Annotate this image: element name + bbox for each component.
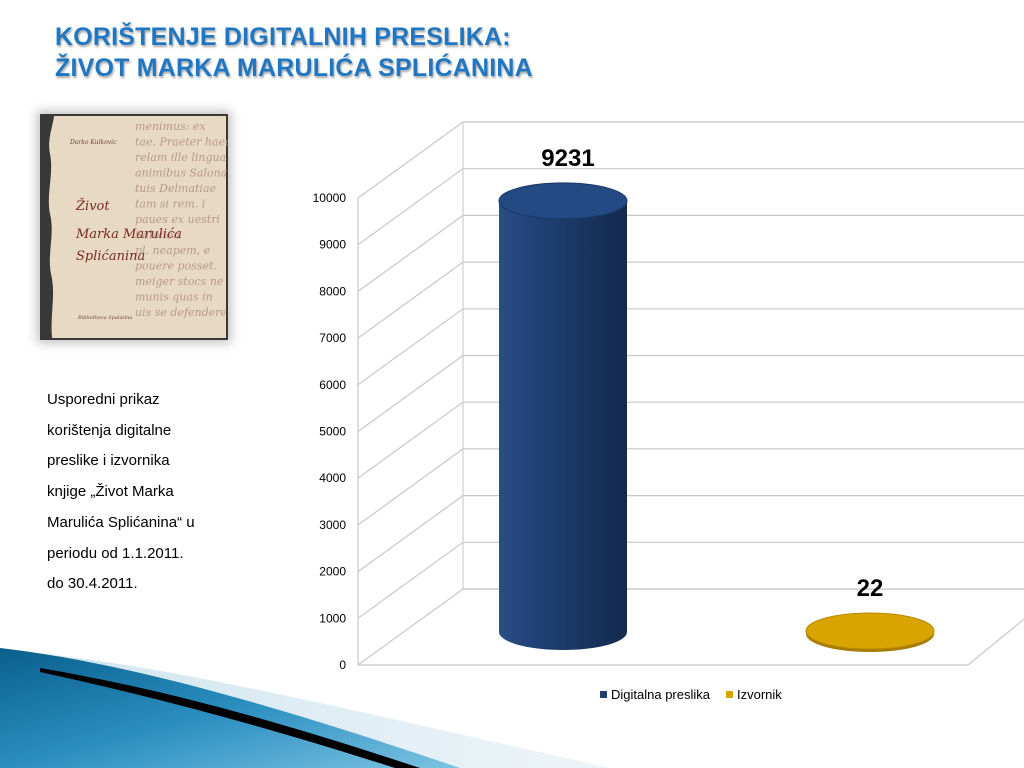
y-tick-label: 10000 xyxy=(313,191,347,205)
book-background-script: paues ex uestri xyxy=(135,213,220,226)
gridline-side xyxy=(357,401,464,479)
caption-line: periodu od 1.1.2011. xyxy=(47,544,184,562)
y-tick-label: 7000 xyxy=(319,331,346,345)
caption-line: Usporedni prikaz xyxy=(47,391,160,408)
y-tick-label: 4000 xyxy=(319,471,346,485)
slide-title: KORIŠTENJE DIGITALNIH PRESLIKA: ŽIVOT MA… xyxy=(55,22,533,84)
book-publisher: Bibliotheca Spalatina xyxy=(77,315,132,321)
book-title-line-1: Život xyxy=(75,198,110,214)
bar-izvornik-top xyxy=(805,612,935,650)
book-background-script: munis quas in xyxy=(135,291,213,304)
caption-text: Usporedni prikaz korištenja digitalne pr… xyxy=(47,385,232,600)
book-background-script: uis se defendere xyxy=(135,306,227,319)
gridline-side xyxy=(357,121,464,199)
caption-line: knjige „Život Marka xyxy=(47,483,174,501)
book-cover-image: menimus: ex tae. Praeter haec relam ille l… xyxy=(40,114,231,340)
gridline-side xyxy=(357,168,464,246)
gridline-side xyxy=(357,495,464,573)
bar-digitalna-preslika xyxy=(499,200,627,650)
book-background-script: animibus Salona xyxy=(135,167,227,180)
bar-digitalna-preslika-top xyxy=(498,182,628,220)
gridline-side xyxy=(357,448,464,526)
gridline-side xyxy=(357,261,464,339)
y-tick-label: 9000 xyxy=(319,238,346,252)
data-label: 22 xyxy=(857,575,884,602)
caption-line: preslike i izvornika xyxy=(47,452,170,470)
legend-item-original: Izvornik xyxy=(726,687,782,702)
book-background-script: tam si rem. i xyxy=(135,198,205,211)
gridline-side xyxy=(357,588,464,666)
caption-line: do 30.4.2011. xyxy=(47,575,138,593)
slide-title-line-1: KORIŠTENJE DIGITALNIH PRESLIKA: xyxy=(55,23,511,51)
y-tick-label: 0 xyxy=(339,658,346,672)
book-background-script: pl. neapem, e xyxy=(135,244,211,257)
book-background-script: Salonen xyxy=(135,229,180,242)
chart-floor-right xyxy=(967,618,1024,666)
legend-label-digital: Digitalna preslika xyxy=(611,687,710,702)
book-background-script: menimus: ex xyxy=(135,120,206,133)
caption-line: korištenja digitalne xyxy=(47,421,172,439)
book-author: Darko Kulkovic xyxy=(69,139,117,146)
y-tick-label: 2000 xyxy=(319,565,346,579)
gridline-side xyxy=(357,541,464,619)
book-background-script: pouere posset. xyxy=(135,260,217,273)
y-tick-label: 5000 xyxy=(319,425,346,439)
book-background-script: meiger stocs ne xyxy=(135,275,224,288)
data-label: 9231 xyxy=(541,145,594,172)
gridline-side xyxy=(357,355,464,432)
legend-label-original: Izvornik xyxy=(737,687,782,702)
y-tick-label: 1000 xyxy=(319,611,346,625)
book-background-script: tuis Delmatiae xyxy=(135,182,216,195)
gridline-side xyxy=(357,308,464,386)
caption-line: Marulića Splićanina“ u xyxy=(47,513,195,531)
y-tick-label: 8000 xyxy=(319,284,346,298)
book-title-line-2: Marka Marulića xyxy=(75,227,182,242)
book-title-line-3: Splićanina xyxy=(76,249,145,264)
book-cover-illustration: menimus: ex tae. Praeter haec relam ille l… xyxy=(40,114,231,340)
slide-title-line-2: ŽIVOT MARKA MARULIĆA SPLIĆANINA xyxy=(55,54,533,82)
y-tick-label: 6000 xyxy=(319,378,346,392)
legend-swatch-original xyxy=(726,691,733,698)
legend-item-digital: Digitalna preslika xyxy=(600,687,710,702)
legend-swatch-digital xyxy=(600,691,607,698)
chart-legend: Digitalna preslika Izvornik xyxy=(600,687,782,702)
book-background-script: relam ille lingua xyxy=(135,151,226,164)
gridline-side xyxy=(357,214,464,292)
book-background-script: tae. Praeter haec xyxy=(135,136,228,149)
y-tick-label: 3000 xyxy=(319,518,346,532)
